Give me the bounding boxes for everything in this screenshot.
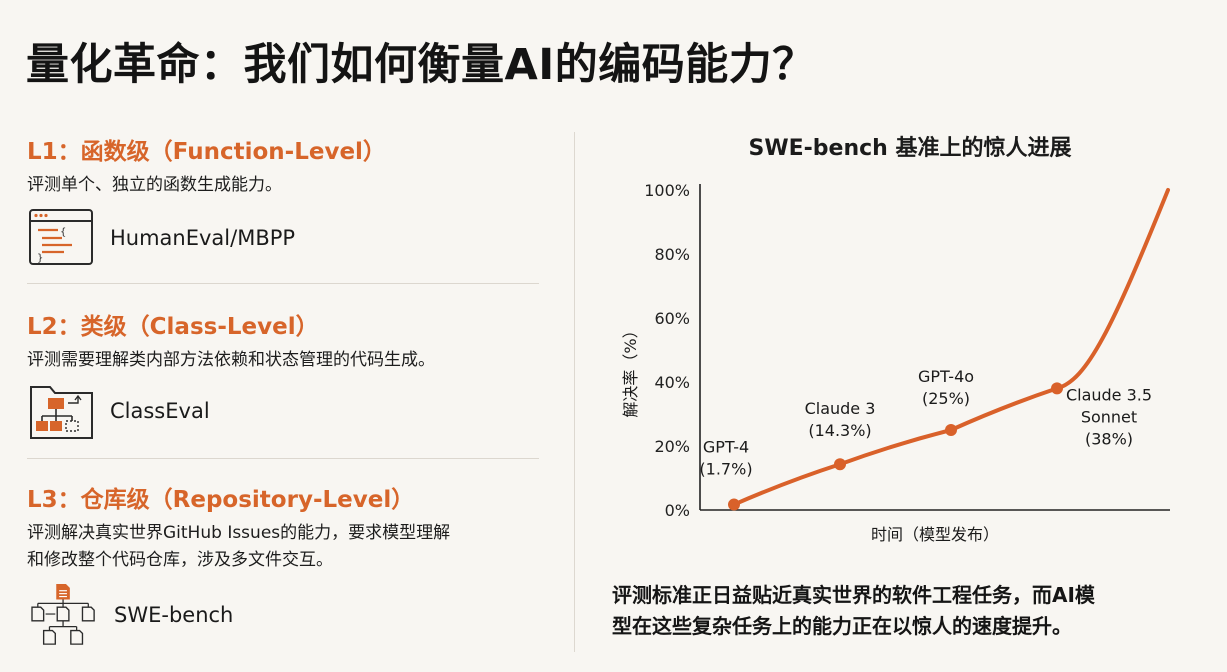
data-label: GPT-4o (918, 367, 974, 386)
level-2-benchmark-name: ClassEval (110, 399, 210, 423)
y-tick-label: 60% (654, 309, 690, 328)
data-label: Claude 3 (805, 399, 876, 418)
level-1-description: 评测单个、独立的函数生成能力。 (27, 175, 282, 195)
data-label: GPT-4 (703, 438, 749, 457)
data-label: (1.7%) (699, 460, 752, 479)
level-2-heading: L2：类级（Class-Level） (27, 314, 319, 340)
data-point (834, 458, 846, 471)
level-3-benchmark-name: SWE-bench (114, 603, 234, 627)
x-axis-label: 时间（模型发布） (871, 525, 999, 544)
level-3-section: L3：仓库级（Repository-Level） 评测解决真实世界GitHub … (27, 480, 542, 574)
y-axis-label: 解决率（%） (621, 322, 640, 417)
chart-title: SWE-bench 基准上的惊人进展 (748, 136, 1072, 161)
level-3-heading: L3：仓库级（Repository-Level） (27, 487, 415, 513)
level-2-section: L2：类级（Class-Level） 评测需要理解类内部方法依赖和状态管理的代码… (27, 307, 542, 374)
level-1-section: L1：函数级（Function-Level） 评测单个、独立的函数生成能力。 (27, 132, 542, 199)
class-diagram-folder-icon (30, 386, 93, 439)
data-point (945, 424, 957, 436)
level-3-benchmark: SWE-bench (28, 582, 233, 648)
level-2-description: 评测需要理解类内部方法依赖和状态管理的代码生成。 (27, 350, 435, 370)
series-line (732, 188, 1170, 507)
data-point (728, 498, 740, 511)
level-1-heading: L1：函数级（Function-Level） (27, 139, 386, 165)
data-label: (25%) (922, 389, 970, 408)
data-point (1051, 382, 1063, 395)
y-tick-label: 100% (644, 181, 690, 200)
level-1-benchmark-name: HumanEval/MBPP (110, 226, 296, 250)
data-label: (38%) (1085, 429, 1133, 448)
line-chart: 0% 20% 40% 60% 80% 100% GPT-4 (1.7%) Claude 3 (1… (621, 181, 1170, 544)
section-divider (27, 283, 539, 284)
level-3-description-line-2: 和修改整个代码仓库，涉及多文件交互。 (27, 550, 333, 570)
conclusion-text: 评测标准正日益贴近真实世界的软件工程任务，而AI模 型在这些复杂任务上的能力正在… (612, 580, 1202, 642)
data-label: Sonnet (1081, 407, 1137, 426)
data-label: Claude 3.5 (1066, 385, 1152, 404)
page-title: 量化革命：我们如何衡量AI的编码能力？ (26, 40, 816, 90)
svg-text:{: { (60, 227, 66, 238)
data-label: (14.3%) (808, 421, 871, 440)
y-tick-label: 80% (654, 245, 690, 264)
y-tick-label: 20% (654, 437, 690, 456)
y-tick-label: 0% (665, 501, 690, 520)
conclusion-line-2: 型在这些复杂任务上的能力正在以惊人的速度提升。 (612, 614, 1072, 638)
level-1-benchmark: { } HumanEval/MBPP (28, 208, 295, 268)
code-window-icon: { } (29, 209, 93, 265)
section-divider (27, 458, 539, 459)
svg-text:}: } (37, 253, 43, 264)
conclusion-line-1: 评测标准正日益贴近真实世界的软件工程任务，而AI模 (612, 583, 1095, 607)
level-3-description-line-1: 评测解决真实世界GitHub Issues的能力，要求模型理解 (27, 523, 451, 543)
chart-panel: SWE-bench 基准上的惊人进展 0% 20% 40% 60% 80% 100% GP… (600, 120, 1220, 560)
column-divider (574, 132, 575, 652)
y-tick-label: 40% (654, 373, 690, 392)
level-2-benchmark: ClassEval (28, 381, 210, 441)
file-tree-icon (31, 583, 95, 645)
